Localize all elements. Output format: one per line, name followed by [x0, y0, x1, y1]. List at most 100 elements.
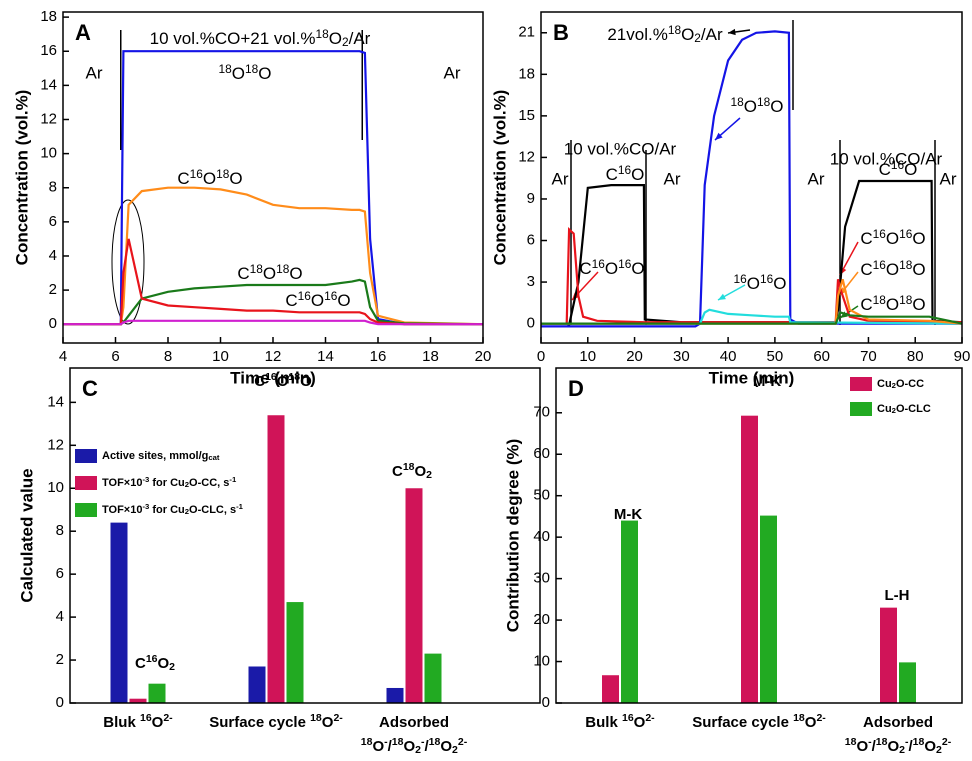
superscript: 2-: [333, 712, 343, 724]
plot-frame: [62, 11, 484, 344]
text-run: O: [912, 295, 925, 314]
bar: [760, 515, 777, 703]
text-run: C: [579, 259, 591, 278]
subscript: 2: [892, 406, 896, 415]
text-run: for Cu: [149, 504, 184, 516]
superscript: 16: [618, 163, 632, 177]
superscript: 16: [190, 167, 204, 181]
bar: [110, 522, 128, 703]
text-run: O: [887, 738, 899, 755]
y-tick-label: 12: [47, 436, 64, 453]
superscript: 16: [734, 272, 748, 286]
text-run: O: [773, 274, 786, 293]
annotation: 10 vol.%CO/Ar: [830, 149, 943, 168]
superscript: 18: [219, 62, 233, 76]
legend-swatch: [850, 402, 872, 416]
y-tick-label: 12: [518, 148, 535, 165]
text-run: O: [681, 25, 694, 44]
y-tick-label: 6: [527, 231, 535, 248]
text-run: C: [285, 291, 297, 310]
text-run: Cu: [877, 378, 892, 390]
text-run: Bulk: [585, 714, 622, 731]
x-tick-label: 14: [317, 348, 334, 365]
text-run: Bluk: [103, 714, 140, 731]
y-axis-label: Concentration (vol.%): [12, 90, 31, 266]
text-run: O: [744, 97, 757, 116]
y-tick-label: 15: [518, 107, 535, 124]
text-run: O: [203, 169, 216, 188]
superscript: 18: [250, 262, 264, 276]
series-line: [63, 278, 484, 326]
subscript: 2: [342, 35, 349, 49]
y-tick-label: 3: [527, 273, 535, 290]
text-run: /: [388, 738, 393, 755]
bar: [899, 662, 916, 703]
annotation: 10 vol.%CO+21 vol.%18O2/Ar: [150, 27, 371, 49]
y-tick-label: 0: [56, 694, 64, 711]
superscript: -: [905, 736, 909, 748]
text-run: O: [232, 64, 245, 83]
annotation: C16O2: [135, 653, 175, 672]
y-tick-label: 8: [56, 522, 64, 539]
legend-label: Cu2O-CC: [877, 378, 924, 390]
annotation: C18O18O: [860, 293, 925, 314]
superscript: -1: [236, 502, 244, 511]
y-tick-label: 10: [40, 145, 57, 162]
subscript: 2: [415, 744, 421, 756]
text-run: O: [440, 738, 452, 755]
text-run: O: [904, 160, 917, 179]
text-run: O: [311, 291, 324, 310]
series-line: [541, 226, 963, 325]
x-tick-label: 70: [860, 348, 877, 365]
y-tick-label: 0: [49, 315, 57, 332]
text-run: O: [277, 373, 289, 390]
plot-frame: [69, 367, 541, 704]
text-run: C: [879, 160, 891, 179]
superscript: 18: [731, 95, 745, 109]
series-line: [63, 319, 483, 326]
text-run: O: [300, 373, 312, 390]
text-run: O: [747, 274, 760, 293]
annotation: 21vol.%18O2/Ar: [607, 23, 723, 45]
annotation: Ar: [940, 169, 957, 188]
x-tick-label: Adsorbed: [863, 714, 933, 731]
y-tick-label: 12: [40, 110, 57, 127]
superscript: 18: [913, 736, 925, 748]
annotation: C16O18O: [254, 371, 312, 390]
text-run: O: [924, 738, 936, 755]
superscript: 18: [899, 258, 913, 272]
series-line: [63, 186, 484, 326]
superscript: 18: [288, 371, 300, 383]
y-tick-label: 18: [40, 8, 57, 25]
text-run: /Ar: [349, 29, 371, 48]
y-tick-label: 14: [40, 76, 57, 93]
subscript: 2: [426, 469, 432, 481]
y-tick-label: 2: [56, 651, 64, 668]
bar: [386, 687, 404, 703]
superscript: 2-: [816, 712, 826, 724]
y-tick-label: 4: [56, 608, 64, 625]
legend-swatch: [75, 503, 97, 517]
text-run: O: [152, 714, 164, 731]
text-run: Active sites, mmol/g: [102, 450, 208, 462]
superscript: 2-: [163, 712, 173, 724]
text-run: C: [254, 373, 265, 390]
annotation: 18O18O: [219, 62, 272, 83]
bar: [148, 683, 166, 703]
superscript: 16: [140, 712, 152, 724]
x-tick-label: 10: [212, 348, 229, 365]
y-tick-label: 8: [49, 179, 57, 196]
legend-swatch: [75, 476, 97, 490]
annotation: Ar: [664, 169, 681, 188]
x-tick-label: 6: [111, 348, 119, 365]
annotation: C16O: [879, 158, 918, 179]
superscript: 16: [146, 653, 158, 665]
superscript: 2-: [458, 736, 468, 748]
text-run: O: [229, 169, 242, 188]
superscript: 18: [899, 293, 913, 307]
y-axis-label: Contribution degree (%): [503, 439, 522, 633]
text-run: C: [392, 463, 403, 480]
superscript: 18: [757, 95, 771, 109]
superscript: -3: [142, 502, 149, 511]
legend-label: Active sites, mmol/gcat: [102, 450, 220, 462]
